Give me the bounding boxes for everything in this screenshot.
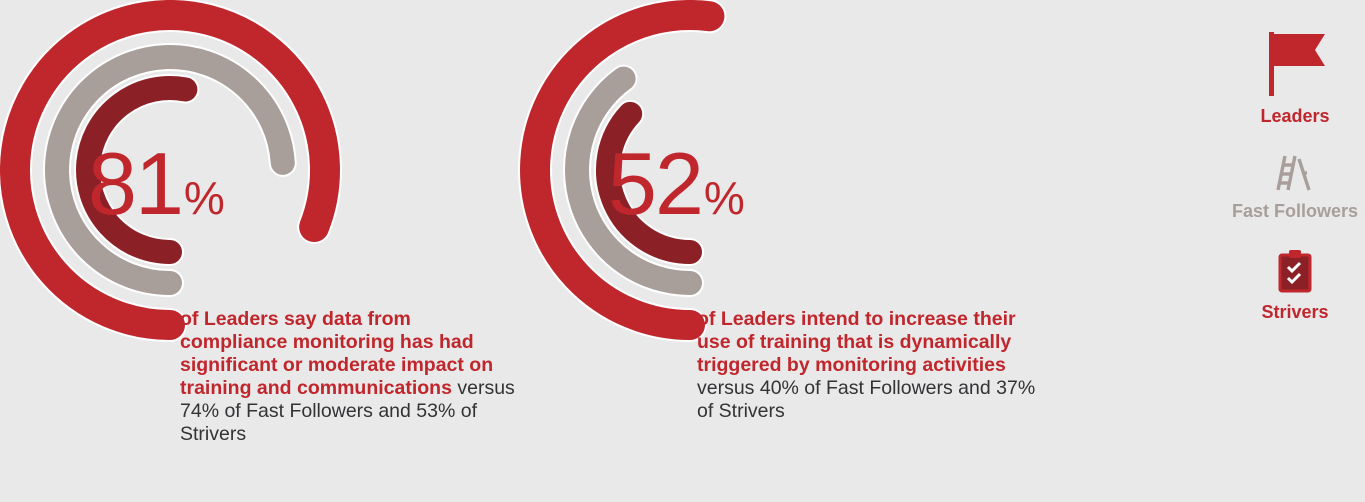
arc-fast-followers [565, 66, 702, 295]
percentage-unit: % [703, 172, 745, 224]
radial-gauge-2 [518, 0, 727, 342]
description: of Leaders say data from compliance moni… [180, 308, 520, 446]
big-percentage: 81% [88, 140, 225, 228]
arc-leaders [520, 0, 725, 340]
arc-strivers [76, 76, 198, 264]
legend: Leaders Fast Followers Strivers [1225, 30, 1365, 349]
description-rest: versus 40% of Fast Followers and 37% of … [697, 377, 1036, 422]
big-percentage: 52% [608, 140, 745, 228]
percentage-value: 52 [608, 134, 704, 233]
radial-gauge-1 [0, 0, 342, 342]
percentage-value: 81 [88, 134, 184, 233]
legend-item-leaders: Leaders [1260, 30, 1330, 127]
clipboard-icon [1278, 250, 1312, 293]
arc-leaders [0, 0, 340, 340]
legend-item-strivers: Strivers [1261, 248, 1329, 323]
percentage-unit: % [183, 172, 225, 224]
legend-label: Fast Followers [1231, 201, 1359, 221]
description: of Leaders intend to increase their use … [697, 308, 1047, 423]
description-highlight: of Leaders intend to increase their use … [697, 308, 1016, 376]
flag-icon [1268, 32, 1325, 96]
arc-strivers [596, 101, 702, 264]
arc-fast-followers [45, 45, 295, 295]
legend-label: Leaders [1260, 106, 1330, 126]
description-rest: versus 74% of Fast Followers and 53% of … [180, 377, 515, 445]
legend-label: Strivers [1261, 302, 1329, 322]
ladder-icon [1276, 155, 1311, 191]
legend-item-fast-followers: Fast Followers [1232, 153, 1358, 222]
description-highlight: of Leaders say data from compliance moni… [180, 308, 494, 399]
